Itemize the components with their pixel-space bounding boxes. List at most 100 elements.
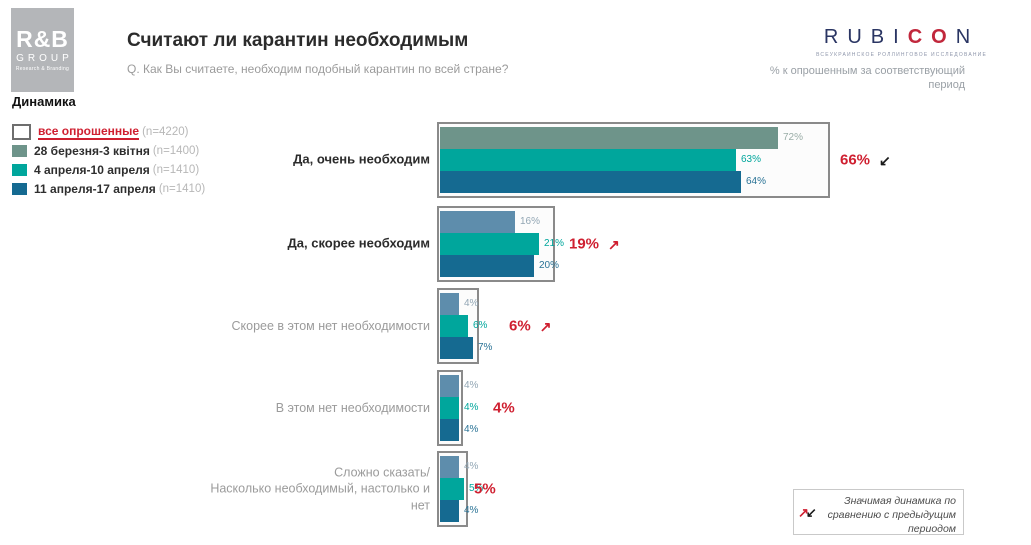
rnb-group-logo: R&B GROUP Research & Branding [11,8,74,92]
category-label-line: Да, скорее необходим [287,235,431,251]
logo-text-sub: Research & Branding [15,66,70,72]
rubicon-logo: RUBICON ВСЕУКРАИНСКОЕ РОЛЛИНГОВОЕ ИССЛЕД… [816,26,987,58]
trend-up-arrow-icon: ↗ [539,318,552,334]
category-label: Да, очень необходим [120,152,430,169]
bar [440,127,778,149]
bar [440,293,459,315]
rubicon-part-navy2: N [955,26,980,48]
legend-count: (n=1400) [152,144,200,157]
bar-group: Да, очень необходим 72% 63% 64% 66% ↙ [0,122,1031,202]
legend-item: 28 березня-3 квітня (n=1400) [12,143,205,158]
bar-group: Сложно сказать/Насколько необходимый, на… [0,451,1031,531]
total-value-text: 66% [840,151,871,169]
category-label-line: В этом нет необходимости [275,400,430,415]
category-label: Скорее в этом нет необходимости [120,318,431,334]
legend-count: (n=4220) [142,125,189,138]
bar-value-label: 4% [464,298,479,309]
category-label: Да, скорее необходим [120,235,431,253]
bar [440,211,515,233]
category-label-line: нет [410,498,430,513]
bar-value-label: 21% [544,238,565,249]
category-label-line: Сложно сказать/ [334,465,430,480]
legend-label: 4 апреля-10 апреля [34,162,150,177]
category-label-line: Скорее в этом нет необходимости [231,318,431,333]
bar-value-label: 72% [783,132,804,143]
legend-swatch [12,144,27,157]
legend-swatch [12,123,31,140]
rubicon-tagline: ВСЕУКРАИНСКОЕ РОЛЛИНГОВОЕ ИССЛЕДОВАНИЕ [816,52,987,58]
total-value-text: 4% [493,399,515,417]
legend-count: (n=1410) [158,182,206,195]
bar [440,233,539,255]
page-title: Считают ли карантин необходимым [127,30,469,51]
legend-item: 4 апреля-10 апреля (n=1410) [12,162,205,177]
legend-label: все опрошенные [38,123,140,140]
bar-value-label: 5% [469,483,484,494]
bar [440,337,473,359]
bar-value-label: 4% [464,461,479,472]
legend-count: (n=1410) [152,163,200,176]
unit-note-line1: % к опрошенным за соответствующий [769,65,965,77]
legend-item: все опрошенные (n=4220) [12,123,205,140]
bar [440,315,468,337]
bar [440,478,464,500]
bar-value-label: 16% [520,216,541,227]
bar [440,397,459,419]
category-label-line: Насколько необходимый, настолько и [210,481,430,496]
legend-item: 11 апреля-17 апреля (n=1410) [12,181,205,196]
total-value: 66% ↙ [840,152,891,169]
bar-value-label: 64% [746,176,767,187]
rubicon-part-navy: RUBI [823,26,908,48]
total-value-text: 5% [474,480,496,498]
bar-value-label: 4% [464,380,479,391]
bar-group: В этом нет необходимости 4% 4% 4% 4% [0,370,1031,450]
logo-text-group: GROUP [16,53,73,64]
bar-value-label: 20% [539,260,560,271]
bar [440,419,459,441]
total-value: 4% [493,400,515,417]
bar [440,171,741,193]
category-label: В этом нет необходимости [120,400,430,416]
category-label: Сложно сказать/Насколько необходимый, на… [120,465,430,514]
bar-value-label: 4% [464,402,479,413]
trend-up-arrow-icon: ↗ [798,505,809,520]
bar [440,255,534,277]
total-value: 19% ↗ [569,236,620,253]
bar [440,375,459,397]
legend-label: 28 березня-3 квітня [34,143,150,158]
significance-note: ↗↙ Значимая динамика по сравнению с пред… [793,489,964,535]
bar-group: Да, скорее необходим 16% 21% 20% 19% ↗ [0,206,1031,286]
bar [440,149,736,171]
trend-down-arrow-icon: ↙ [805,505,817,520]
legend-swatch [12,163,27,176]
bar-value-label: 4% [464,505,479,516]
bar-value-label: 7% [478,342,493,353]
bar-value-label: 6% [473,320,488,331]
unit-note-line2: период [928,79,965,92]
legend-swatch [12,182,27,195]
bar-value-label: 63% [741,154,762,165]
section-label: Динамика [12,94,76,109]
bar-value-label: 4% [464,424,479,435]
category-label-line: Да, очень необходим [293,151,430,167]
bar [440,456,459,478]
total-value-text: 6% [509,317,531,335]
trend-up-arrow-icon: ↗ [608,236,620,252]
rubicon-wordmark: RUBICON [816,26,987,49]
trend-down-arrow-icon: ↙ [879,152,891,168]
unit-note: % к опрошенным за соответствующий период [770,64,965,93]
total-value: 6% ↗ [509,318,551,335]
total-value-text: 19% [569,235,600,253]
total-value: 5% [474,481,496,498]
significance-arrows: ↗↙ [798,505,817,521]
legend-label: 11 апреля-17 апреля [34,181,156,196]
legend: все опрошенные (n=4220) 28 березня-3 квітн… [12,123,205,200]
bar [440,500,459,522]
survey-question: Q. Как Вы считаете, необходим подобный к… [127,62,509,76]
logo-text-main: R&B [16,26,69,52]
bar-group: Скорее в этом нет необходимости 4% 6% 7% 6% ↗ [0,288,1031,368]
significance-note-text: Значимая динамика по сравнению с предыду… [827,495,956,536]
rubicon-part-red: CO [907,26,956,48]
